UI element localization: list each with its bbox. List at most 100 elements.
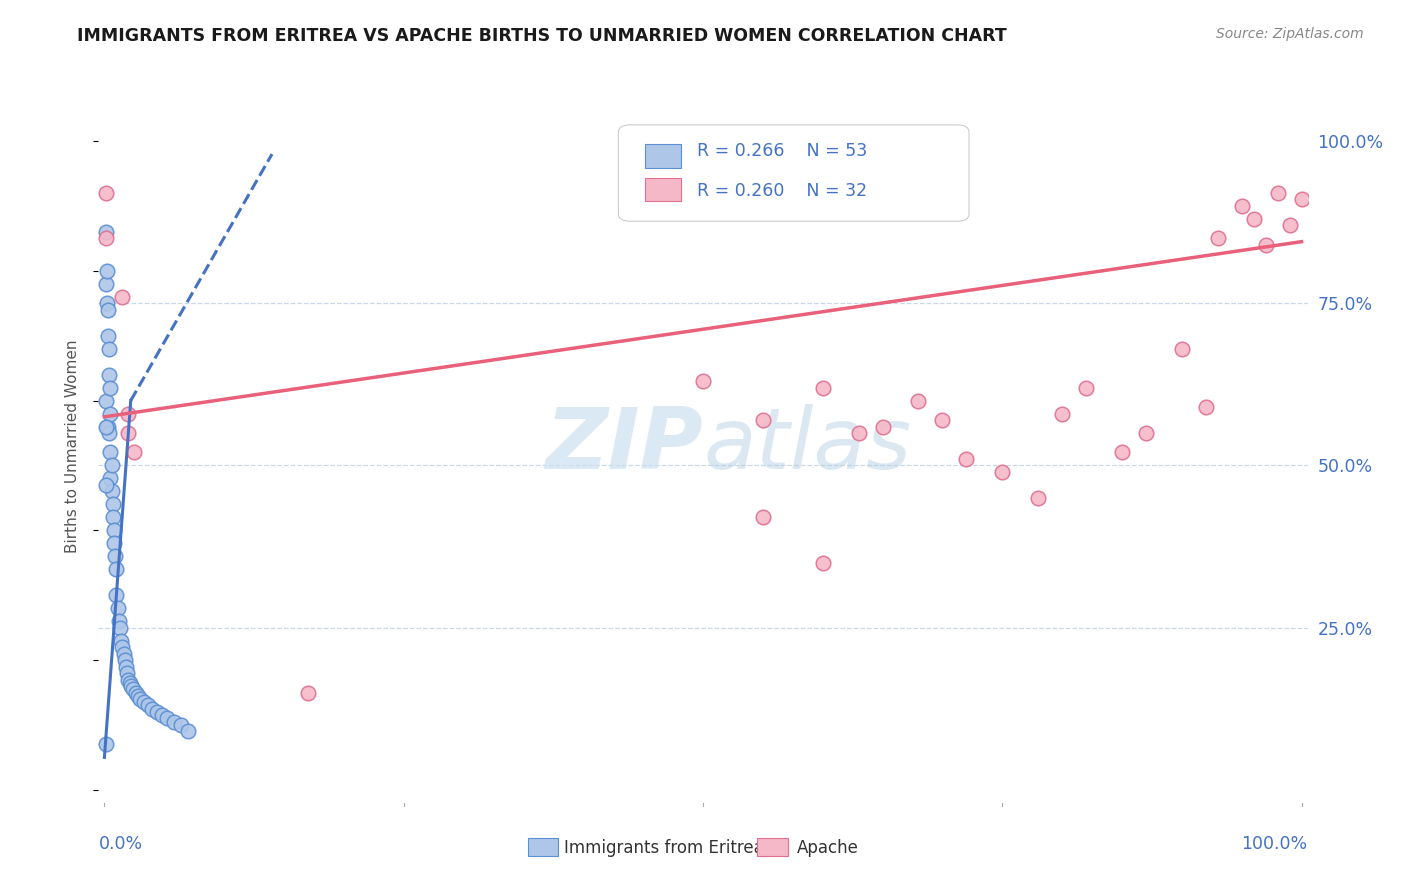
Text: ZIP: ZIP	[546, 404, 703, 488]
Point	[177, 724, 200, 739]
Point	[101, 497, 124, 511]
Point	[931, 413, 953, 427]
Text: 100.0%: 100.0%	[1241, 835, 1308, 853]
Point	[100, 458, 122, 473]
Point	[955, 452, 977, 467]
Bar	[645, 178, 682, 202]
Text: R = 0.260    N = 32: R = 0.260 N = 32	[697, 182, 868, 200]
Point	[96, 296, 118, 310]
Point	[122, 682, 145, 697]
Point	[907, 393, 929, 408]
Point	[150, 708, 173, 723]
Point	[94, 277, 117, 291]
Bar	[527, 838, 558, 856]
Point	[1111, 445, 1133, 459]
Point	[105, 562, 128, 576]
Point	[115, 666, 138, 681]
Point	[1254, 238, 1277, 252]
Point	[170, 718, 193, 732]
Point	[136, 698, 159, 713]
Text: Apache: Apache	[797, 838, 859, 856]
Point	[752, 510, 775, 524]
Point	[1206, 231, 1229, 245]
Point	[111, 290, 134, 304]
Point	[98, 425, 121, 440]
Point	[100, 381, 122, 395]
Point	[811, 381, 834, 395]
Point	[103, 524, 125, 538]
Point	[115, 659, 138, 673]
Point	[163, 714, 186, 729]
Point	[872, 419, 894, 434]
Point	[991, 465, 1014, 479]
Point	[100, 484, 122, 499]
Point	[96, 419, 118, 434]
Point	[98, 368, 121, 382]
Text: 0.0%: 0.0%	[98, 835, 142, 853]
Point	[94, 231, 117, 245]
Point	[752, 413, 775, 427]
Point	[101, 510, 124, 524]
Point	[114, 653, 136, 667]
Point	[692, 374, 714, 388]
Point	[107, 601, 129, 615]
Point	[127, 689, 149, 703]
Point	[118, 675, 141, 690]
Point	[1195, 400, 1218, 414]
Point	[97, 419, 120, 434]
FancyBboxPatch shape	[619, 125, 969, 221]
Point	[120, 679, 142, 693]
Point	[107, 614, 129, 628]
Point	[94, 478, 117, 492]
Point	[129, 692, 152, 706]
Point	[110, 633, 132, 648]
Point	[100, 471, 122, 485]
Point	[297, 685, 319, 699]
Point	[1026, 491, 1049, 505]
Point	[100, 445, 122, 459]
Point	[117, 407, 139, 421]
Point	[1050, 407, 1073, 421]
Point	[112, 647, 135, 661]
Point	[94, 419, 117, 434]
Text: Source: ZipAtlas.com: Source: ZipAtlas.com	[1216, 27, 1364, 41]
Point	[811, 556, 834, 570]
Point	[94, 738, 117, 752]
Point	[146, 705, 169, 719]
Bar	[758, 838, 787, 856]
Point	[100, 407, 122, 421]
Y-axis label: Births to Unmarried Women: Births to Unmarried Women	[65, 339, 80, 553]
Point	[1135, 425, 1157, 440]
Point	[111, 640, 134, 654]
Point	[1230, 199, 1253, 213]
Point	[141, 702, 163, 716]
Text: atlas: atlas	[703, 404, 911, 488]
Point	[124, 445, 146, 459]
Point	[1291, 193, 1313, 207]
Point	[105, 588, 128, 602]
Point	[108, 621, 131, 635]
Bar	[645, 145, 682, 168]
Point	[156, 711, 179, 725]
Text: IMMIGRANTS FROM ERITREA VS APACHE BIRTHS TO UNMARRIED WOMEN CORRELATION CHART: IMMIGRANTS FROM ERITREA VS APACHE BIRTHS…	[77, 27, 1007, 45]
Point	[132, 695, 155, 709]
Point	[98, 342, 121, 356]
Point	[1278, 219, 1301, 233]
Point	[1267, 186, 1289, 200]
Point	[104, 549, 127, 564]
Point	[1171, 342, 1194, 356]
Point	[97, 302, 120, 317]
Point	[94, 393, 117, 408]
Text: Immigrants from Eritrea: Immigrants from Eritrea	[564, 838, 763, 856]
Point	[96, 264, 118, 278]
Point	[103, 536, 125, 550]
Point	[124, 685, 146, 699]
Point	[94, 225, 117, 239]
Point	[117, 673, 139, 687]
Point	[848, 425, 870, 440]
Point	[117, 425, 139, 440]
Point	[1074, 381, 1097, 395]
Point	[97, 328, 120, 343]
Point	[1243, 211, 1265, 226]
Text: R = 0.266    N = 53: R = 0.266 N = 53	[697, 142, 868, 160]
